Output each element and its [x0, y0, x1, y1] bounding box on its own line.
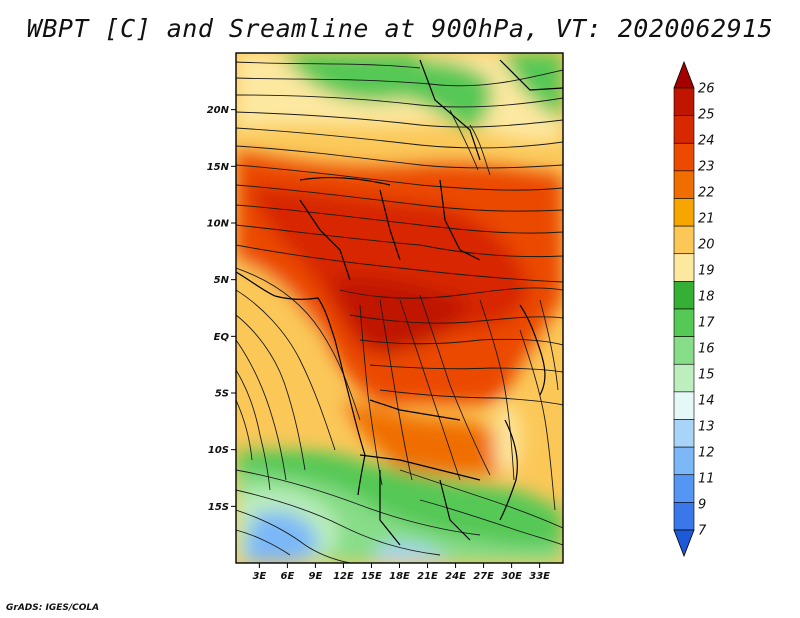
colorbar-label: 13: [698, 420, 715, 435]
colorbar-label: 7: [698, 524, 707, 539]
lon-tick-label: 3E: [252, 571, 266, 582]
colorbar-label: 21: [698, 212, 715, 227]
map-area: [236, 53, 563, 563]
colorbar-segment: [673, 253, 695, 282]
wbpt-shading: [236, 53, 563, 563]
colorbar-label: 24: [698, 134, 715, 149]
colorbar-segment: [673, 142, 695, 172]
colorbar-segment: [673, 474, 695, 503]
colorbar-label: 15: [698, 368, 715, 383]
colorbar-segment: [673, 419, 695, 448]
lon-tick-label: 30E: [501, 571, 522, 582]
lat-tick-label: 15S: [208, 502, 229, 513]
colorbar-label: 20: [698, 238, 715, 253]
streamlines: [236, 61, 563, 563]
colorbar-segment: [673, 115, 695, 144]
latitude-axis: 20N 15N 10N 5N EQ 5S 10S 15S: [207, 105, 236, 513]
colorbar-label: 18: [698, 290, 715, 305]
lat-tick-label: 10N: [207, 219, 230, 230]
colorbar-top-arrow: [673, 60, 695, 89]
colorbar-label: 25: [698, 108, 715, 123]
longitude-axis: 3E 6E 9E 12E 15E 18E 21E 24E 27E 30E 33E: [252, 563, 550, 582]
lon-tick-label: 21E: [417, 571, 438, 582]
lat-tick-label: 10S: [208, 445, 229, 456]
lat-tick-label: EQ: [214, 332, 230, 343]
colorbar-label: 9: [698, 498, 706, 513]
colorbar-segment: [673, 308, 695, 337]
colorbar-segment: [673, 87, 695, 116]
map-title: WBPT [C] and Sreamline at 900hPa, VT: 20…: [26, 14, 774, 43]
colorbar-label: 11: [698, 472, 715, 487]
colorbar-segment: [673, 336, 695, 365]
lon-tick-label: 15E: [361, 571, 382, 582]
colorbar-bottom-arrow: [673, 529, 695, 558]
colorbar-label: 19: [698, 264, 715, 279]
lon-tick-label: 9E: [309, 571, 323, 582]
colorbar-label: 14: [698, 394, 715, 409]
colorbar-label: 17: [698, 316, 715, 331]
colorbar: 26 25 24 23 22 21 20 19 18 17 16 15 14 13 12 11 9 7: [673, 60, 715, 558]
lon-tick-label: 24E: [445, 571, 466, 582]
colorbar-label: 16: [698, 342, 715, 357]
lat-tick-label: 5S: [215, 389, 229, 400]
colorbar-segment: [673, 363, 695, 393]
colorbar-label: 26: [698, 82, 715, 97]
colorbar-segment: [673, 502, 695, 531]
colorbar-label: 12: [698, 446, 715, 461]
grads-credit: GrADS: IGES/COLA: [6, 603, 100, 613]
lon-tick-label: 33E: [529, 571, 550, 582]
colorbar-segment: [673, 225, 695, 255]
lon-tick-label: 6E: [280, 571, 294, 582]
colorbar-segment: [673, 170, 695, 199]
lon-tick-label: 12E: [333, 571, 354, 582]
colorbar-label: 22: [698, 186, 715, 201]
colorbar-segment: [673, 198, 695, 227]
colorbar-segment: [673, 281, 695, 310]
coastline-borders: [236, 59, 563, 546]
lon-tick-label: 27E: [473, 571, 494, 582]
lat-tick-label: 15N: [207, 162, 230, 173]
colorbar-segment: [673, 391, 695, 420]
colorbar-label: 23: [698, 160, 715, 175]
colorbar-segment: [673, 446, 695, 476]
lat-tick-label: 5N: [214, 275, 230, 286]
lon-tick-label: 18E: [389, 571, 410, 582]
lat-tick-label: 20N: [207, 105, 230, 116]
